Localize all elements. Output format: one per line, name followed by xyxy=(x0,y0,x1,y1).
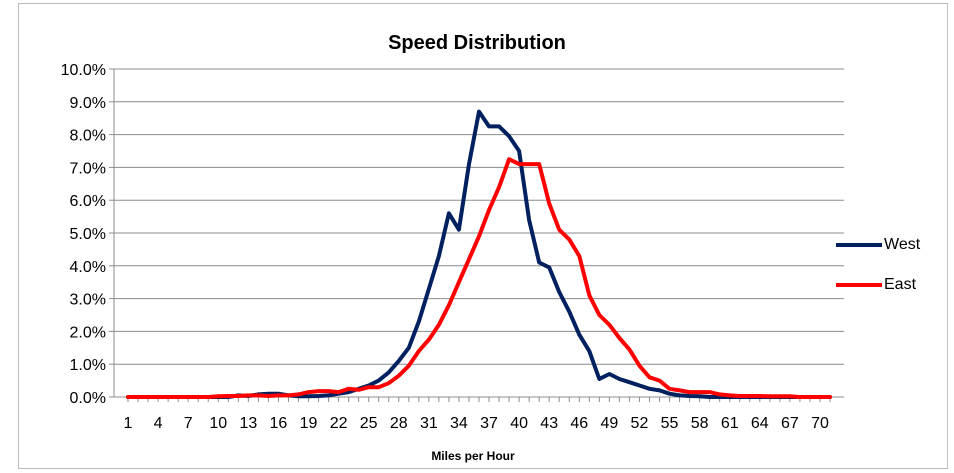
y-tick-label: 6.0% xyxy=(70,193,106,210)
y-tick-label: 3.0% xyxy=(70,292,106,309)
x-tick-label: 61 xyxy=(721,415,739,432)
y-tick-label: 0.0% xyxy=(70,390,106,407)
y-tick-label: 4.0% xyxy=(70,259,106,276)
x-tick-label: 28 xyxy=(390,415,408,432)
y-tick-label: 8.0% xyxy=(70,128,106,145)
x-tick-label: 7 xyxy=(184,415,193,432)
x-tick-label: 58 xyxy=(691,415,709,432)
legend-swatch-west xyxy=(836,243,882,247)
y-tick-label: 5.0% xyxy=(70,226,106,243)
y-tick-label: 10.0% xyxy=(61,62,106,79)
x-tick-label: 1 xyxy=(124,415,133,432)
y-tick-label: 2.0% xyxy=(70,324,106,341)
y-tick-label: 1.0% xyxy=(70,357,106,374)
x-tick-label: 13 xyxy=(239,415,257,432)
legend-swatch-east xyxy=(836,283,882,287)
chart-area xyxy=(18,3,948,469)
x-tick-label: 10 xyxy=(209,415,227,432)
x-tick-label: 67 xyxy=(781,415,799,432)
x-tick-label: 46 xyxy=(570,415,588,432)
x-tick-label: 55 xyxy=(661,415,679,432)
y-tick-label: 7.0% xyxy=(70,160,106,177)
x-tick-label: 25 xyxy=(360,415,378,432)
x-tick-label: 19 xyxy=(300,415,318,432)
x-tick-label: 52 xyxy=(631,415,649,432)
x-axis-title: Miles per Hour xyxy=(431,449,515,463)
legend-label-east: East xyxy=(884,276,917,293)
x-tick-label: 4 xyxy=(154,415,163,432)
series-line-east xyxy=(126,157,832,399)
series-line-west xyxy=(126,109,832,399)
x-tick-label: 31 xyxy=(420,415,438,432)
x-tick-label: 22 xyxy=(330,415,348,432)
x-tick-label: 70 xyxy=(811,415,829,432)
x-tick-label: 16 xyxy=(270,415,288,432)
chart-title: Speed Distribution xyxy=(388,32,566,54)
legend-label-west: West xyxy=(884,236,921,253)
x-tick-label: 37 xyxy=(480,415,498,432)
x-tick-label: 34 xyxy=(450,415,468,432)
x-tick-label: 40 xyxy=(510,415,528,432)
x-tick-label: 64 xyxy=(751,415,769,432)
x-tick-label: 49 xyxy=(600,415,618,432)
y-tick-label: 9.0% xyxy=(70,95,106,112)
x-tick-label: 43 xyxy=(540,415,558,432)
